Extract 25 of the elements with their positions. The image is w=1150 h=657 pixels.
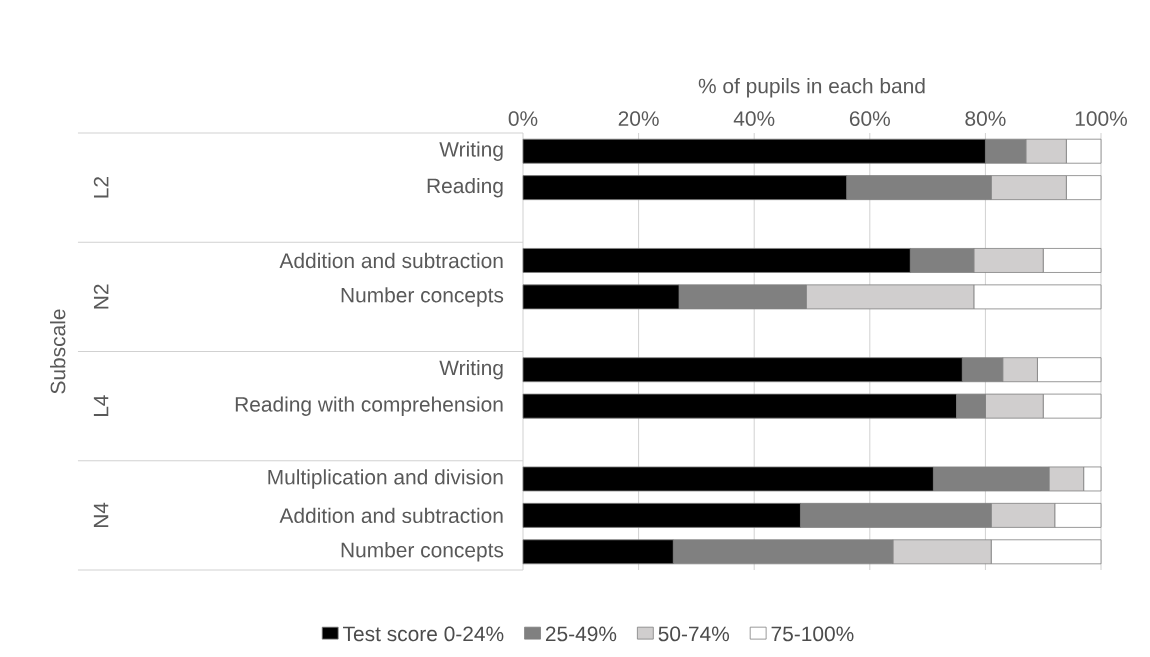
text: N4 (93, 502, 109, 528)
x-tick-label: 100% (1075, 111, 1127, 126)
x-tick-label: 20% (618, 111, 659, 126)
x-tick-label: 60% (849, 111, 890, 126)
x-tick-label: 80% (965, 111, 1006, 126)
y-tick-label: Reading with comprehension (235, 396, 503, 416)
x-tick-label: 40% (733, 111, 775, 126)
y-tick-label: Number concepts (341, 542, 504, 562)
y-tick-label: Reading (427, 177, 503, 198)
x-tick-label: 0% (508, 111, 538, 126)
legend-label: 75-100% (771, 626, 854, 642)
y-tick-label: Writing (439, 359, 503, 380)
text: L2 (93, 177, 109, 198)
legend-label: Test score 0-24% (343, 626, 504, 642)
text: Subscale (50, 309, 66, 394)
y-tick-label: Multiplication and division (268, 469, 503, 489)
legend-label: 50-74% (658, 626, 730, 642)
y-tick-label: Number concepts (341, 287, 504, 307)
text: N2 (93, 284, 109, 309)
y-tick-label: Addition and subtraction (279, 507, 503, 524)
y-tick-label: Writing (439, 141, 503, 161)
y-tick-label: Addition and subtraction (279, 252, 503, 269)
x-axis-title: % of pupils in each band (698, 77, 925, 98)
legend-label: 25-49% (545, 626, 617, 642)
text: L4 (93, 395, 109, 417)
